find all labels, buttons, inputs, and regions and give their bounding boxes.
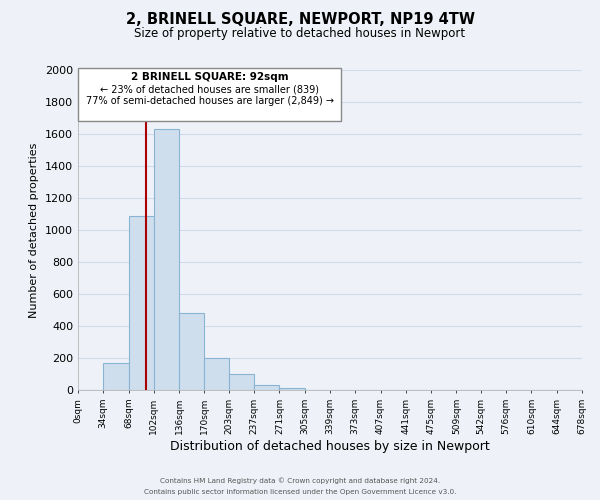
Bar [128,216,154,390]
Text: Contains public sector information licensed under the Open Government Licence v3: Contains public sector information licen… [144,489,456,495]
Text: 77% of semi-detached houses are larger (2,849) →: 77% of semi-detached houses are larger (… [86,96,334,106]
Bar [205,358,229,390]
Bar [103,363,128,390]
Y-axis label: Number of detached properties: Number of detached properties [29,142,40,318]
Bar [179,313,205,390]
Text: ← 23% of detached houses are smaller (839): ← 23% of detached houses are smaller (83… [100,85,319,95]
Text: 2, BRINELL SQUARE, NEWPORT, NP19 4TW: 2, BRINELL SQUARE, NEWPORT, NP19 4TW [125,12,475,28]
Text: Contains HM Land Registry data © Crown copyright and database right 2024.: Contains HM Land Registry data © Crown c… [160,478,440,484]
Bar [154,129,179,390]
Bar [229,374,254,390]
Bar [254,385,280,390]
X-axis label: Distribution of detached houses by size in Newport: Distribution of detached houses by size … [170,440,490,452]
Text: Size of property relative to detached houses in Newport: Size of property relative to detached ho… [134,28,466,40]
Bar [280,388,305,390]
Text: 2 BRINELL SQUARE: 92sqm: 2 BRINELL SQUARE: 92sqm [131,72,289,83]
